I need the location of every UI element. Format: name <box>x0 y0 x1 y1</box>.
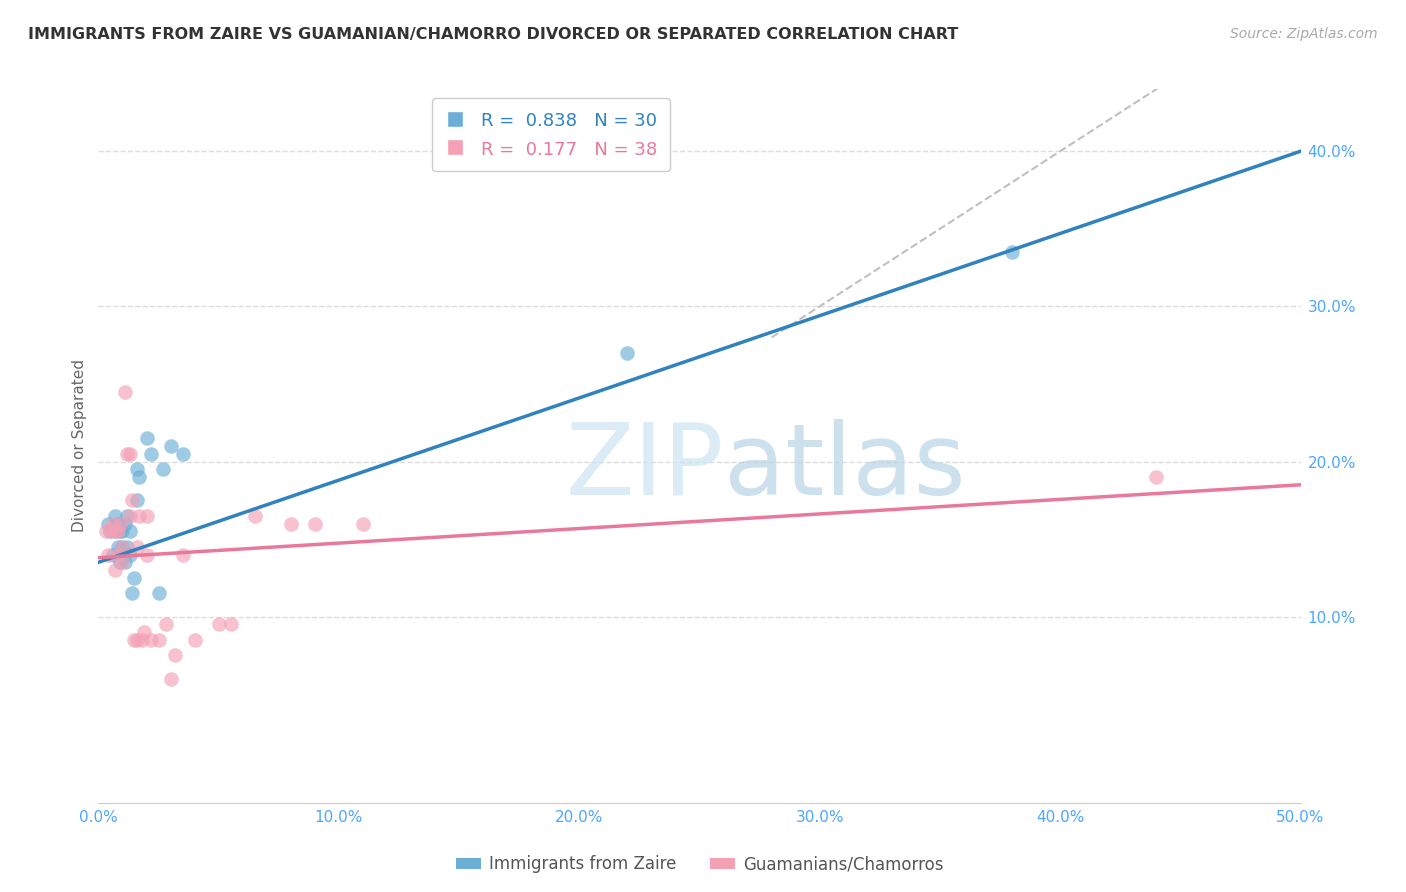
Point <box>135 548 157 562</box>
Point <box>104 524 127 539</box>
Point <box>125 540 148 554</box>
Text: Source: ZipAtlas.com: Source: ZipAtlas.com <box>1230 27 1378 41</box>
Point <box>352 516 374 531</box>
Point <box>108 516 131 531</box>
Point <box>107 548 129 562</box>
Point <box>152 462 174 476</box>
Point <box>104 524 127 539</box>
Point <box>304 516 326 531</box>
Y-axis label: Divorced or Separated: Divorced or Separated <box>72 359 87 533</box>
Point <box>117 540 139 554</box>
Point <box>118 548 141 562</box>
Point <box>107 540 129 554</box>
Point <box>101 548 124 562</box>
Point <box>183 632 205 647</box>
Point <box>219 617 242 632</box>
Point <box>111 555 134 569</box>
Point <box>97 548 120 562</box>
Point <box>141 447 163 461</box>
Point <box>117 447 139 461</box>
Point <box>107 516 129 531</box>
Point <box>159 672 181 686</box>
Point <box>104 563 127 577</box>
Point <box>111 524 134 539</box>
Point <box>159 439 181 453</box>
Point <box>94 524 117 539</box>
Point <box>121 493 143 508</box>
Point <box>131 632 153 647</box>
Point <box>118 508 141 523</box>
Point <box>1144 470 1167 484</box>
Point <box>118 524 141 539</box>
Text: atlas: atlas <box>724 419 965 516</box>
Point <box>172 447 194 461</box>
Point <box>108 555 131 569</box>
Text: ZIP: ZIP <box>565 419 724 516</box>
Point <box>125 493 148 508</box>
Point <box>104 508 127 523</box>
Point <box>100 524 122 539</box>
Point <box>141 632 163 647</box>
Point <box>155 617 177 632</box>
Point <box>148 632 170 647</box>
Point <box>172 548 194 562</box>
Point <box>1001 245 1024 260</box>
Point <box>97 516 120 531</box>
Point <box>125 632 148 647</box>
Point <box>101 516 124 531</box>
Point <box>280 516 302 531</box>
Point <box>114 384 136 399</box>
Point <box>128 470 150 484</box>
Point <box>208 617 231 632</box>
Point <box>165 648 187 663</box>
Legend: Immigrants from Zaire, Guamanians/Chamorros: Immigrants from Zaire, Guamanians/Chamor… <box>449 849 950 880</box>
Point <box>111 540 134 554</box>
Point <box>108 524 131 539</box>
Point <box>124 632 146 647</box>
Point <box>124 571 146 585</box>
Point <box>135 431 157 445</box>
Point <box>243 508 266 523</box>
Point <box>114 555 136 569</box>
Point <box>107 524 129 539</box>
Point <box>135 508 157 523</box>
Point <box>128 508 150 523</box>
Text: IMMIGRANTS FROM ZAIRE VS GUAMANIAN/CHAMORRO DIVORCED OR SEPARATED CORRELATION CH: IMMIGRANTS FROM ZAIRE VS GUAMANIAN/CHAMO… <box>28 27 959 42</box>
Point <box>117 508 139 523</box>
Point <box>118 447 141 461</box>
Point <box>100 524 122 539</box>
Point <box>125 462 148 476</box>
Point <box>121 586 143 600</box>
Point <box>132 625 155 640</box>
Point <box>148 586 170 600</box>
Point <box>111 540 134 554</box>
Point <box>616 346 638 360</box>
Point <box>114 516 136 531</box>
